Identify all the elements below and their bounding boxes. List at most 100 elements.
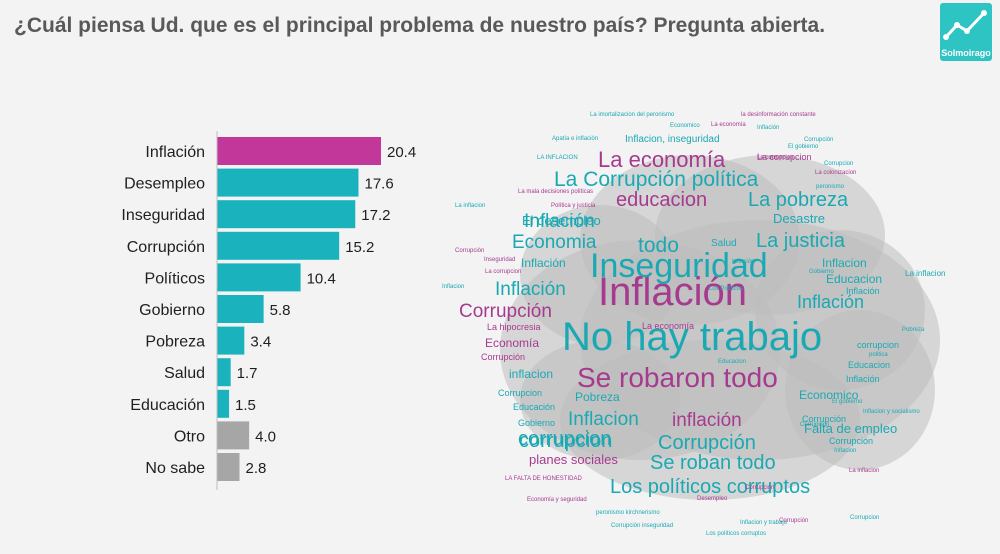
cloud-word: La mala decisiones políticas: [518, 189, 593, 195]
logo-text: Solmoirago: [941, 48, 991, 58]
cloud-word: Economia: [512, 232, 597, 253]
bar: [217, 231, 340, 260]
cloud-word: La inflacion: [849, 468, 879, 474]
cloud-word: Inflación: [846, 286, 880, 296]
value-label: 20.4: [387, 144, 416, 161]
cloud-word: Desastre: [773, 211, 825, 226]
value-label: 15.2: [345, 239, 374, 256]
page-title: ¿Cuál piensa Ud. que es el principal pro…: [14, 14, 826, 37]
bar: [217, 421, 250, 450]
value-label: 1.5: [235, 397, 256, 414]
category-label: Desempleo: [124, 176, 205, 193]
cloud-word: La colonizacion: [815, 170, 856, 176]
cloud-word: Educacion: [718, 359, 746, 365]
cloud-word: Gobierno: [809, 269, 834, 275]
cloud-word: La hipocresia: [487, 322, 541, 332]
value-label: 1.7: [237, 365, 258, 382]
cloud-word: Inseguridad: [484, 257, 515, 263]
cloud-word: Inflación: [757, 125, 779, 131]
value-label: 2.8: [246, 460, 267, 477]
bar: [217, 295, 264, 323]
word-cloud: Inflación No hay trabajo Inseguridad Se rob…: [440, 100, 1000, 549]
cloud-word: inflación: [672, 410, 742, 431]
cloud-word: educacion: [616, 189, 707, 211]
cloud-word: Economía y seguridad: [527, 497, 587, 503]
cloud-shape: [520, 340, 680, 460]
cloud-word: Inflacion: [834, 448, 856, 454]
cloud-word: Economico: [799, 388, 859, 402]
value-label: 17.6: [364, 176, 393, 193]
cloud-word: la desinformación constante: [741, 112, 816, 118]
cloud-word: Apatía e inflación: [552, 136, 598, 142]
cloud-word: Inseguridad: [590, 247, 768, 285]
cloud-word: Corrupción inseguridad: [611, 523, 673, 529]
cloud-word: Inflacion y socialismo: [863, 409, 920, 415]
cloud-word: La corrupcion: [757, 155, 793, 161]
cloud-word: La justicia: [756, 230, 846, 252]
bar: [217, 453, 240, 481]
value-label: 17.2: [361, 207, 390, 224]
cloud-word: Corrupcion: [850, 515, 879, 521]
bar-chart-svg: Inflación 20.4 Desempleo 17.6 Inseguridad 17.…: [121, 131, 416, 490]
cloud-word: La economía: [642, 321, 694, 331]
category-label: Políticos: [145, 270, 205, 287]
cloud-word: Corrupción: [802, 414, 846, 424]
bar: [217, 137, 381, 165]
cloud-word: Inflación: [846, 374, 880, 384]
cloud-word: Desempleo: [697, 496, 728, 502]
cloud-word: Inflacion: [568, 409, 639, 430]
cloud-word: Pobreza: [575, 390, 620, 404]
cloud-word: todo: [638, 234, 679, 257]
cloud-word: Inflacion y trabajo: [740, 520, 788, 526]
cloud-word: Gobierno: [518, 418, 555, 428]
cloud-word: La economía: [598, 147, 726, 172]
cloud-word: Inflación: [732, 259, 754, 265]
value-label: 4.0: [255, 428, 276, 445]
cloud-word: inflacion: [509, 367, 553, 381]
bar: [217, 358, 231, 387]
cloud-word: La economía: [711, 122, 746, 128]
cloud-word: Corrupción: [455, 248, 484, 254]
cloud-word: Educacion: [826, 272, 882, 286]
cloud-word: Corrupción: [658, 432, 756, 454]
cloud-word: El gobierno: [832, 399, 863, 405]
cloud-word: Se robaron todo: [577, 362, 778, 393]
cloud-word: corrupcion: [518, 428, 611, 450]
cloud-word: Falta de empleo: [804, 421, 897, 436]
bar: [217, 389, 230, 418]
category-label: Corrupción: [127, 239, 205, 256]
category-label: Inflación: [145, 144, 205, 161]
cloud-word: Corrupción: [745, 485, 774, 491]
category-label: Educación: [130, 397, 205, 414]
cloud-word: Educación: [513, 402, 555, 412]
value-label: 3.4: [250, 334, 271, 351]
cloud-word: No hay trabajo: [562, 315, 822, 359]
value-label: 5.8: [270, 302, 291, 319]
cloud-word: Inflación: [521, 256, 566, 270]
cloud-word: Economico: [670, 123, 700, 129]
category-label: Inseguridad: [121, 207, 205, 224]
cloud-word: corrupcion: [857, 340, 899, 350]
cloud-word: Inflación: [524, 211, 595, 232]
cloud-word: La inflacion: [455, 203, 485, 209]
cloud-word: politica: [869, 352, 888, 358]
trend-chart-icon: [943, 10, 987, 40]
cloud-word: corrupcion: [519, 430, 612, 452]
cloud-word: Corrupcion: [824, 161, 853, 167]
bar: [217, 168, 359, 197]
cloud-word: El gobierno: [788, 144, 819, 150]
category-label: Otro: [174, 428, 205, 445]
cloud-word: Los políticos corruptos: [706, 531, 766, 537]
cloud-word: Inflacion: [822, 256, 867, 270]
cloud-word: La corrupcion: [757, 152, 812, 162]
cloud-word: La pobreza: [748, 189, 849, 211]
cloud-word: Inflación: [598, 270, 747, 314]
bar: [217, 263, 301, 292]
cloud-word: Corrupción: [804, 137, 833, 143]
brand-logo: Solmoirago: [940, 3, 992, 61]
cloud-word: Inflación: [495, 279, 566, 300]
cloud-word: Los políticos corruptos: [610, 476, 810, 498]
cloud-word: Educacion: [848, 360, 890, 370]
cloud-word: La corrupcion: [485, 269, 521, 275]
